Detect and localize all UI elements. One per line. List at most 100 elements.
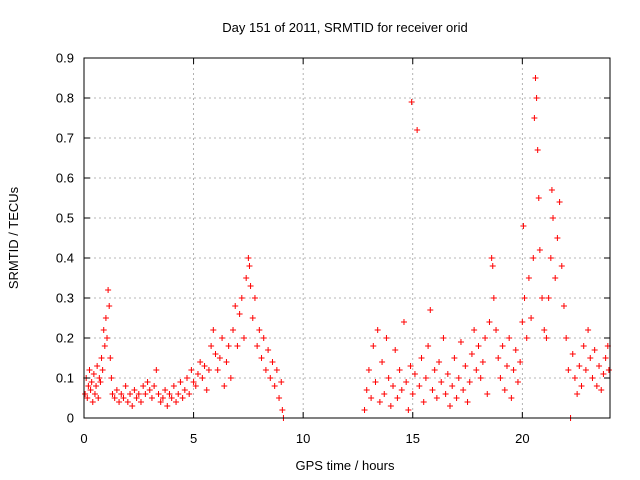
data-point: [392, 347, 399, 353]
data-point: [168, 395, 175, 401]
data-point: [151, 383, 158, 389]
data-point: [466, 379, 473, 385]
data-point: [216, 355, 223, 361]
data-point: [166, 391, 173, 397]
data-point: [113, 387, 120, 393]
data-point: [493, 327, 500, 333]
data-point: [464, 399, 471, 405]
data-point: [438, 379, 445, 385]
data-point: [365, 367, 372, 373]
data-point: [82, 391, 89, 397]
data-point: [536, 247, 543, 253]
data-point: [442, 391, 449, 397]
data-point: [97, 379, 104, 385]
data-point: [162, 387, 169, 393]
data-point: [431, 367, 438, 373]
data-point: [508, 395, 515, 401]
data-point: [129, 403, 136, 409]
data-point: [88, 379, 95, 385]
data-point: [468, 351, 475, 357]
data-point: [249, 315, 256, 321]
data-point: [531, 115, 538, 121]
data-point: [104, 335, 111, 341]
data-point: [486, 319, 493, 325]
data-point: [449, 383, 456, 389]
data-point: [482, 335, 489, 341]
data-point: [245, 255, 252, 261]
data-point: [140, 383, 147, 389]
data-point: [240, 335, 247, 341]
data-point: [96, 375, 103, 381]
data-point: [232, 303, 239, 309]
data-point: [108, 375, 115, 381]
data-point: [214, 367, 221, 373]
data-point: [535, 195, 542, 201]
data-point: [578, 383, 585, 389]
data-point: [519, 319, 526, 325]
data-point: [451, 355, 458, 361]
data-point: [124, 399, 131, 405]
y-tick-label: 0.5: [56, 211, 74, 226]
data-point: [525, 275, 532, 281]
data-point: [133, 395, 140, 401]
data-point: [455, 375, 462, 381]
data-point: [276, 395, 283, 401]
data-point: [602, 355, 609, 361]
data-point: [558, 263, 565, 269]
data-point: [489, 263, 496, 269]
data-point: [517, 359, 524, 365]
data-point: [585, 327, 592, 333]
data-point: [429, 387, 436, 393]
data-point: [600, 371, 607, 377]
data-point: [379, 359, 386, 365]
data-point: [142, 391, 149, 397]
data-point: [105, 287, 112, 293]
data-point: [574, 391, 581, 397]
data-point: [506, 335, 513, 341]
x-axis-label: GPS time / hours: [296, 458, 395, 473]
data-point: [155, 391, 162, 397]
data-point: [184, 375, 191, 381]
data-point: [510, 367, 517, 373]
data-point: [512, 347, 519, 353]
data-point: [101, 343, 108, 349]
data-point: [95, 395, 102, 401]
data-point: [236, 311, 243, 317]
data-point: [190, 379, 197, 385]
data-point: [569, 351, 576, 357]
data-point: [440, 335, 447, 341]
data-point: [116, 399, 123, 405]
data-point: [146, 387, 153, 393]
data-point: [179, 395, 186, 401]
data-point: [93, 383, 100, 389]
data-point: [374, 327, 381, 333]
data-point: [457, 339, 464, 345]
data-point: [89, 399, 96, 405]
data-points: [82, 75, 612, 421]
data-point: [533, 95, 540, 101]
data-point: [532, 75, 539, 81]
data-point: [539, 295, 546, 301]
data-point: [560, 303, 567, 309]
data-point: [98, 355, 105, 361]
data-point: [598, 387, 605, 393]
data-point: [563, 335, 570, 341]
data-point: [596, 363, 603, 369]
data-point: [394, 395, 401, 401]
data-point: [188, 367, 195, 373]
data-point: [550, 215, 557, 221]
data-point: [587, 355, 594, 361]
data-point: [205, 367, 212, 373]
data-point: [408, 99, 415, 105]
y-tick-label: 0.3: [56, 291, 74, 306]
x-tick-label: 15: [406, 431, 420, 446]
y-tick-label: 0.1: [56, 371, 74, 386]
data-point: [582, 367, 589, 373]
data-point: [528, 315, 535, 321]
data-point: [159, 395, 166, 401]
tick-marks: [83, 57, 610, 419]
data-point: [254, 343, 261, 349]
data-point: [227, 375, 234, 381]
data-point: [86, 367, 93, 373]
data-point: [118, 391, 125, 397]
